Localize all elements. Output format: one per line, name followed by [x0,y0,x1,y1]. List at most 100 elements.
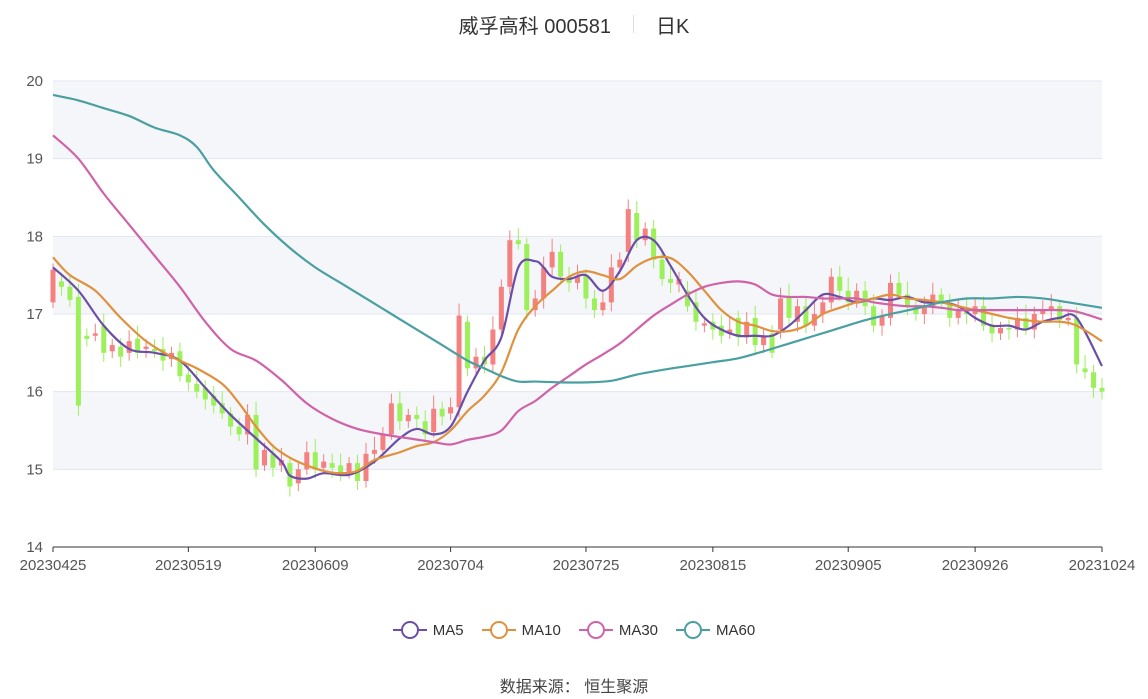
candle-body [532,298,538,311]
candle-body [422,421,428,435]
candle-body [507,240,513,287]
candle-body [913,306,919,314]
candle-body [236,426,242,435]
x-tick-label: 20230519 [155,557,222,574]
candle-body [50,269,56,303]
candle-body [388,403,394,435]
chart-header: 威孚高科 000581 日K [0,8,1148,40]
candle-body [727,329,733,334]
candle-body [786,296,792,318]
grid-band [53,391,1102,470]
candle-body [194,383,200,392]
candle-body [651,228,657,260]
candle-body [845,290,851,303]
legend-item-ma5[interactable]: MA5 [392,620,464,640]
candle-body [431,408,437,433]
candle-body [659,259,665,280]
candle-body [600,302,606,311]
candle-body [84,335,90,339]
candle-body [921,306,927,314]
candle-body [904,294,910,307]
y-tick-label: 18 [26,228,43,245]
candle-body [380,434,386,450]
legend-item-ma60[interactable]: MA60 [676,620,755,640]
candle-body [202,387,208,400]
candle-body [338,465,344,474]
candle-body [304,452,310,470]
candle-body [854,290,860,303]
candle-body [591,298,597,311]
candle-body [1014,317,1020,330]
candle-body [634,213,640,241]
candle-body [1099,387,1105,392]
legend-item-ma10[interactable]: MA10 [481,620,561,640]
candle-body [752,317,758,346]
candle-body [575,276,580,283]
legend-swatch-ma60 [676,620,711,640]
candle-body [1023,317,1029,330]
candle-body [1082,368,1088,373]
y-tick-label: 14 [26,539,43,556]
candle-body [997,327,1003,334]
candle-body [1057,306,1063,321]
legend-label-ma30: MA30 [618,621,659,639]
candle-body [312,452,318,470]
candle-body [989,325,995,334]
candle-body [1006,327,1012,330]
candle-body [109,345,115,352]
candle-body [118,346,124,357]
title-separator [632,15,634,33]
x-tick-label: 20230926 [942,557,1009,574]
x-tick-label: 20231024 [1069,557,1136,574]
chart-title: 威孚高科 000581 [458,15,611,38]
data-source: 数据来源： 恒生聚源 [499,679,649,696]
candle-body [405,414,411,422]
x-tick-label: 20230815 [679,557,746,574]
candle-body [735,317,741,338]
candle-body [219,403,225,414]
candle-body [938,294,944,303]
candle-body [837,276,843,291]
y-tick-label: 20 [26,73,43,90]
candle-body [245,414,251,435]
y-tick-label: 17 [26,306,43,323]
candle-body [253,414,259,470]
candle-body [67,286,73,301]
candle-body [135,338,141,353]
candle-body [828,276,834,303]
candle-body [668,279,674,283]
candle-body [101,325,107,353]
candle-body [515,240,521,245]
candle-body [693,302,699,322]
candle-body [228,413,234,427]
candle-body [524,244,530,311]
candle-body [549,251,555,268]
y-tick-label: 16 [26,384,43,401]
candle-body [490,329,496,365]
candle-body [955,310,961,318]
candle-body [177,351,183,377]
candle-body [211,395,217,406]
legend-swatch-ma10 [481,620,516,640]
candle-body [761,335,767,346]
x-tick-label: 20230609 [282,557,349,574]
candle-body [152,348,158,352]
candle-body [414,414,420,419]
legend-swatch-ma30 [578,620,613,640]
candle-body [448,407,454,414]
candle-body [701,323,707,326]
candle-body [143,346,149,349]
candle-body [397,403,403,422]
candle-body [126,341,132,353]
chart-period: 日K [655,15,690,38]
candle-body [558,251,564,277]
candle-body [684,290,690,307]
x-tick-label: 20230704 [417,557,484,574]
legend-item-ma30[interactable]: MA30 [578,620,659,640]
candle-body [642,228,648,241]
candle-body [321,461,327,468]
candle-body [456,315,462,408]
candle-body [92,333,98,336]
series-line-ma30 [52,134,1103,446]
